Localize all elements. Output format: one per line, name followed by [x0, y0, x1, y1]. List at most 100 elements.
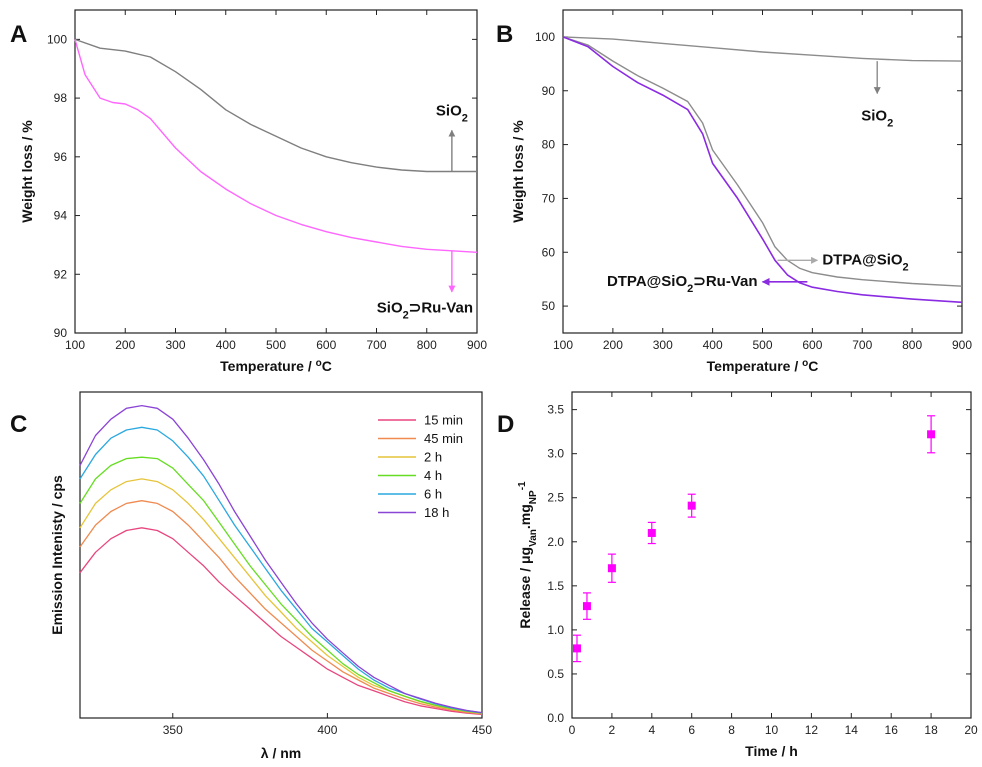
data-point — [572, 644, 581, 653]
data-point — [607, 564, 616, 573]
panel-b: 100 200 300 400 500 600 700 800 900 50 60 70 80 90 100… — [496, 9, 972, 375]
y-tick-label: 100 — [535, 30, 555, 44]
x-axis-title: λ / nm — [261, 745, 301, 761]
x-tick-label: 16 — [885, 723, 899, 737]
x-tick-label: 500 — [266, 338, 286, 352]
x-tick-label: 700 — [852, 338, 872, 352]
legend-label: 15 min — [424, 413, 463, 428]
annotation-sub: 2 — [462, 113, 468, 125]
x-tick-label: 700 — [366, 338, 386, 352]
x-tick-label: 300 — [165, 338, 185, 352]
y-tick-label: 0.5 — [547, 667, 564, 681]
annotation-main: SiO — [436, 103, 462, 120]
y-axis-title: Weight loss / % — [19, 120, 35, 223]
y-axis-sub-np: NP — [528, 490, 539, 504]
data-point — [582, 602, 591, 611]
x-tick-label: 300 — [653, 338, 673, 352]
y-tick-label: 1.5 — [547, 579, 564, 593]
x-tick-label: 800 — [417, 338, 437, 352]
y-tick-label: 60 — [542, 245, 556, 259]
y-axis-sub-van: Van — [528, 529, 539, 547]
annotation-main: DTPA@SiO — [607, 273, 688, 290]
y-tick-label: 92 — [54, 267, 68, 281]
y-axis-title: Release / μgVan.mgNP-1 — [517, 481, 539, 629]
spectrum-2-h — [79, 478, 483, 715]
data-point — [647, 528, 656, 537]
y-tick-label: 2.5 — [547, 491, 564, 505]
degree-sup: o — [802, 358, 808, 369]
panel-d: 0 2 4 6 8 10 12 14 16 18 20 0.0 0.5 1.0 1.5 2.0 2.5 3.0 3.… — [497, 391, 978, 759]
annotation-label: SiO2 — [436, 103, 468, 125]
annotation-sub: 2 — [403, 309, 409, 321]
annotation-main: DTPA@SiO — [822, 252, 903, 269]
x-axis-title: Temperature / oC — [220, 358, 332, 375]
x-tick-label: 400 — [317, 723, 337, 737]
plot-frame — [79, 391, 483, 719]
spectrum-4-h — [79, 456, 483, 714]
x-tick-label: 350 — [163, 723, 183, 737]
y-tick-label: 70 — [542, 191, 556, 205]
annotation-suffix: ⊃Ru-Van — [693, 273, 757, 290]
x-axis-title-unit: C — [322, 358, 332, 374]
y-tick-label: 2.0 — [547, 535, 564, 549]
y-tick-label: 80 — [542, 138, 556, 152]
legend-label: 45 min — [424, 431, 463, 446]
legend-label: 6 h — [424, 487, 442, 502]
degree-sup: o — [316, 358, 322, 369]
annotation-sub: 2 — [687, 283, 693, 295]
x-tick-label: 0 — [569, 723, 576, 737]
spectrum-6-h — [79, 426, 483, 714]
x-tick-label: 8 — [728, 723, 735, 737]
tga-curve-2 — [562, 36, 963, 287]
y-tick-label: 90 — [542, 84, 556, 98]
x-tick-label: 400 — [703, 338, 723, 352]
x-axis-title-text: Temperature / — [707, 358, 802, 374]
y-axis-title-mid: .mg — [517, 504, 533, 529]
annotation-main: SiO — [377, 299, 403, 316]
x-tick-label: 600 — [316, 338, 336, 352]
annotation-suffix: ⊃Ru-Van — [409, 299, 473, 316]
tga-curve-2 — [74, 39, 478, 253]
x-tick-label: 6 — [688, 723, 695, 737]
x-axis-title-unit: C — [808, 358, 818, 374]
x-tick-label: 100 — [553, 338, 573, 352]
x-axis-title-text: Temperature / — [220, 358, 315, 374]
x-tick-label: 600 — [802, 338, 822, 352]
y-tick-label: 50 — [542, 299, 556, 313]
panel-label: D — [497, 411, 514, 438]
spectrum-45-min — [79, 500, 483, 715]
y-tick-label: 96 — [54, 150, 68, 164]
panel-label: C — [10, 411, 27, 438]
tga-curve-1 — [74, 38, 477, 173]
x-tick-label: 2 — [609, 723, 616, 737]
y-tick-label: 94 — [54, 209, 68, 223]
y-tick-label: 100 — [47, 32, 67, 46]
tga-curve-1 — [562, 36, 963, 62]
y-tick-label: 1.0 — [547, 623, 564, 637]
panel-label: B — [496, 21, 513, 48]
x-axis-title: Time / h — [745, 743, 798, 759]
panel-label: A — [10, 21, 27, 48]
x-tick-label: 200 — [603, 338, 623, 352]
x-tick-label: 12 — [805, 723, 819, 737]
panel-c: 350 400 450 λ / nm Emission Intenisty / cps C… — [10, 391, 492, 761]
x-tick-label: 900 — [467, 338, 487, 352]
legend-label: 4 h — [424, 468, 442, 483]
y-axis-title-main: Release / μg — [517, 547, 533, 629]
x-axis-title: Temperature / oC — [707, 358, 819, 375]
x-tick-label: 18 — [924, 723, 938, 737]
legend-label: 18 h — [424, 505, 449, 520]
annotation-label: SiO2 — [861, 107, 893, 129]
x-tick-label: 10 — [765, 723, 779, 737]
x-tick-label: 800 — [902, 338, 922, 352]
x-tick-label: 500 — [752, 338, 772, 352]
annotation-label: DTPA@SiO2⊃Ru-Van — [607, 273, 758, 295]
y-tick-label: 0.0 — [547, 711, 564, 725]
x-tick-label: 450 — [472, 723, 492, 737]
y-tick-label: 3.0 — [547, 447, 564, 461]
panel-a: 100 200 300 400 500 600 700 800 900 90 92 94 96 98 100… — [10, 9, 487, 375]
y-axis-sup: -1 — [517, 481, 528, 490]
x-tick-label: 14 — [845, 723, 859, 737]
x-tick-label: 900 — [952, 338, 972, 352]
